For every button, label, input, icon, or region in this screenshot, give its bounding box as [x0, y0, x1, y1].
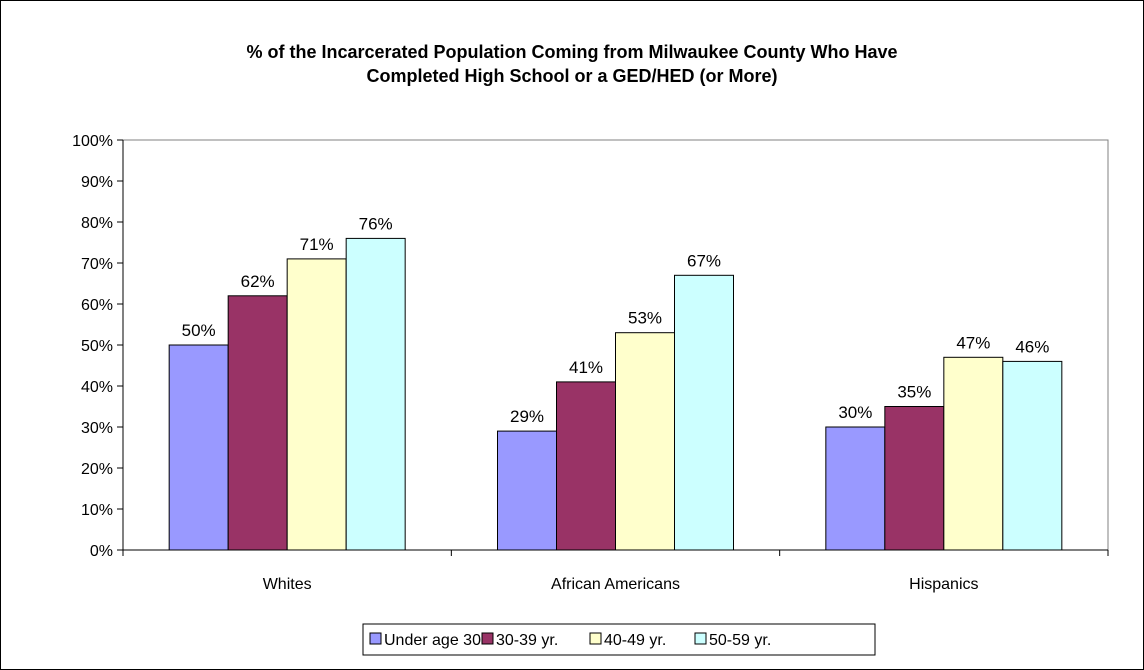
legend-box [362, 623, 876, 656]
data-label: 41% [569, 358, 603, 377]
bar-african-americans-50-59-yr [674, 274, 734, 551]
y-tick-label: 70% [81, 256, 113, 273]
y-tick-label: 10% [81, 502, 113, 519]
bar-whites-50-59-yr [345, 237, 406, 551]
data-label: 30% [838, 403, 872, 422]
chart-title-line2: Completed High School or a GED/HED (or M… [366, 66, 777, 86]
bar-hispanics-50-59-yr [1002, 360, 1063, 551]
y-tick-label: 0% [90, 543, 113, 560]
x-tick-label: Hispanics [909, 576, 978, 593]
y-tick-label: 20% [81, 461, 113, 478]
bar-whites-40-49-yr [286, 258, 347, 551]
x-tick-label: Whites [263, 576, 312, 593]
y-tick-label: 90% [81, 174, 113, 191]
legend: Under age 30 30-39 yr. 40-49 yr. 50-59 yr. [369, 632, 771, 649]
data-label: 46% [1015, 337, 1049, 356]
legend-label: 30-39 yr. [496, 632, 558, 649]
data-label: 29% [510, 407, 544, 426]
data-label: 71% [300, 235, 334, 254]
x-axis: Whites African Americans Hispanics [122, 549, 1109, 593]
data-label: 35% [897, 383, 931, 402]
legend-label: Under age 30 [384, 632, 481, 649]
chart-title-line1: % of the Incarcerated Population Coming … [246, 42, 897, 62]
bar-african-americans-under-age-30 [497, 430, 557, 551]
legend-swatch-30-39-yr [481, 632, 494, 645]
y-axis: 0% 10% 20% 30% 40% 50% 60% 70% 80% 90% 100% [72, 133, 124, 560]
y-tick-label: 40% [81, 379, 113, 396]
x-tick-label: African Americans [551, 576, 680, 593]
legend-label: 50-59 yr. [709, 632, 771, 649]
data-label: 50% [182, 321, 216, 340]
data-label: 53% [628, 309, 662, 328]
bar-hispanics-30-39-yr [884, 406, 945, 551]
legend-swatch-under-age-30 [369, 632, 382, 645]
data-label: 76% [359, 214, 393, 233]
bar-whites-30-39-yr [227, 295, 288, 551]
legend-label: 40-49 yr. [604, 632, 666, 649]
legend-swatch-40-49-yr [589, 632, 602, 645]
data-label: 47% [956, 333, 990, 352]
y-tick-label: 60% [81, 297, 113, 314]
legend-swatch-50-59-yr [694, 632, 707, 645]
data-label: 62% [241, 272, 275, 291]
y-tick-label: 50% [81, 338, 113, 355]
y-tick-label: 100% [72, 133, 113, 150]
bar-hispanics-40-49-yr [943, 356, 1004, 551]
bar-african-americans-30-39-yr [556, 381, 616, 551]
bar-african-americans-40-49-yr [615, 332, 675, 551]
y-tick-label: 80% [81, 215, 113, 232]
y-tick-label: 30% [81, 420, 113, 437]
bar-whites-under-age-30 [168, 344, 229, 551]
bar-hispanics-under-age-30 [825, 426, 886, 551]
data-label: 67% [687, 251, 721, 270]
data-labels-group: 50% 62% 71% 76% 29% 41% 53% 67% 30% 35% 47% 46% [182, 214, 1050, 426]
